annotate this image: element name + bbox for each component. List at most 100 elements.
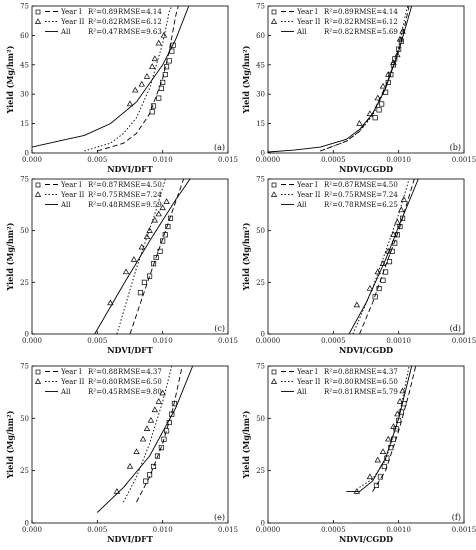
legend-rmse: RMSE=9.80 (118, 388, 162, 396)
y-tick-label: 50 (256, 227, 265, 235)
x-tick-label: 0.015 (218, 526, 238, 534)
panel-label: (a) (214, 143, 225, 152)
legend-rmse: RMSE=4.50 (354, 181, 398, 189)
y-tick-label: 0 (25, 520, 29, 528)
legend-marker-year-i (35, 182, 41, 188)
panel-label: (d) (450, 324, 461, 333)
x-tick-label: 0.000 (22, 337, 42, 345)
point-year-i (161, 436, 167, 442)
x-tick-label: 0.0015 (452, 337, 476, 345)
point-year-i (162, 72, 168, 78)
fit-curve-year-ii (123, 366, 173, 503)
legend-label: Year I (60, 8, 82, 16)
legend-marker-year-i (271, 369, 277, 375)
y-tick-label: 75 (20, 363, 29, 371)
y-tick-label: 0 (261, 150, 265, 158)
x-tick-label: 0.010 (153, 526, 173, 534)
legend-r2: R²=0.80 (88, 378, 118, 386)
point-year-i (373, 482, 380, 488)
legend-label: Year II (296, 191, 321, 199)
legend-rmse: RMSE=4.50 (118, 181, 162, 189)
y-tick-label: 25 (20, 279, 29, 287)
legend-rmse: RMSE=4.14 (354, 8, 398, 16)
x-tick-label: 0.0005 (321, 526, 346, 534)
chart-panel-1: 0.000 0.005 0.010 0.015 0 15 30 45 60 75 NDVI/DFT Y… (5, 3, 238, 175)
point-year-i (137, 290, 144, 296)
point-year-i (379, 101, 385, 107)
y-axis-label: Yield (Mg/hm²) (5, 222, 15, 291)
point-year-i (147, 273, 153, 279)
legend-r2: R²=0.81 (324, 388, 354, 396)
legend-rmse: RMSE=4.37 (118, 368, 162, 376)
legend-rmse: RMSE=6.12 (118, 18, 162, 26)
point-year-i (372, 294, 378, 300)
legend-label: All (60, 28, 71, 36)
point-year-ii (356, 120, 363, 126)
legend-r2: R²=0.88 (324, 368, 354, 376)
legend-marker-year-i (271, 182, 277, 188)
legend-r2: R²=0.82 (324, 28, 354, 36)
point-year-i (372, 115, 378, 121)
y-tick-label: 25 (20, 467, 29, 475)
legend-r2: R²=0.47 (88, 28, 118, 36)
point-year-i (167, 215, 174, 221)
legend-label: All (60, 201, 71, 209)
legend-label: All (296, 388, 307, 396)
x-tick-label: 0.0000 (256, 526, 281, 534)
legend-r2: R²=0.78 (324, 201, 354, 209)
point-year-i (388, 72, 394, 78)
legend-label: Year I (296, 368, 318, 376)
point-year-ii (143, 233, 151, 240)
y-axis-label: Yield (Mg/hm²) (241, 410, 251, 479)
y-tick-label: 50 (20, 227, 29, 235)
point-year-i (164, 64, 170, 70)
y-tick-label: 30 (20, 91, 29, 99)
y-axis-label: Yield (Mg/hm²) (5, 45, 15, 114)
y-tick-label: 45 (20, 61, 29, 69)
fit-curve-year-ii (320, 6, 409, 152)
fit-curves (96, 366, 194, 513)
fit-curve-year-i (372, 366, 417, 492)
legend-label: Year II (60, 378, 85, 386)
point-year-i (385, 79, 391, 85)
y-tick-label: 60 (20, 32, 29, 40)
point-year-i (150, 261, 157, 267)
y-tick-label: 25 (256, 467, 265, 475)
legend-label: Year II (60, 18, 85, 26)
y-tick-label: 60 (256, 32, 265, 40)
point-year-ii (374, 456, 381, 463)
chart-panel-3: 0.000 0.005 0.010 0.015 0 25 50 75 NDVI/DFT Yield… (5, 176, 238, 356)
panel-label: (f) (452, 513, 461, 522)
point-year-ii (385, 71, 392, 77)
legend-rmse: RMSE=7.24 (354, 191, 398, 199)
point-year-ii (146, 227, 153, 233)
point-year-i (153, 254, 159, 261)
legend-rmse: RMSE=6.50 (118, 378, 162, 386)
legend-rmse: RMSE=4.14 (118, 8, 162, 16)
point-year-ii (113, 488, 121, 494)
legend-marker-year-ii (34, 378, 42, 384)
fit-curve-all (268, 6, 413, 153)
legend-label: Year I (60, 368, 82, 376)
point-year-ii (151, 406, 159, 413)
x-tick-label: 0.0015 (452, 156, 476, 164)
x-tick-label: 0.000 (22, 156, 42, 164)
legend-rmse: RMSE=6.25 (354, 201, 398, 209)
x-tick-label: 0.010 (153, 156, 173, 164)
legend-r2: R²=0.45 (88, 388, 118, 396)
fit-curve-year-i (97, 6, 179, 152)
point-year-ii (155, 39, 162, 46)
point-year-ii (122, 268, 130, 275)
legend-marker-year-ii (270, 18, 278, 24)
legend-label: Year II (296, 18, 321, 26)
legend-r2: R²=0.75 (88, 191, 118, 199)
point-year-i (147, 472, 153, 478)
x-tick-label: 0.0010 (386, 337, 411, 345)
legend-label: Year I (60, 181, 82, 189)
legend-label: Year I (296, 8, 318, 16)
point-year-ii (139, 435, 147, 442)
point-year-ii (107, 299, 114, 306)
point-year-ii (151, 55, 159, 62)
y-tick-label: 0 (261, 520, 265, 528)
point-year-ii (400, 196, 408, 202)
